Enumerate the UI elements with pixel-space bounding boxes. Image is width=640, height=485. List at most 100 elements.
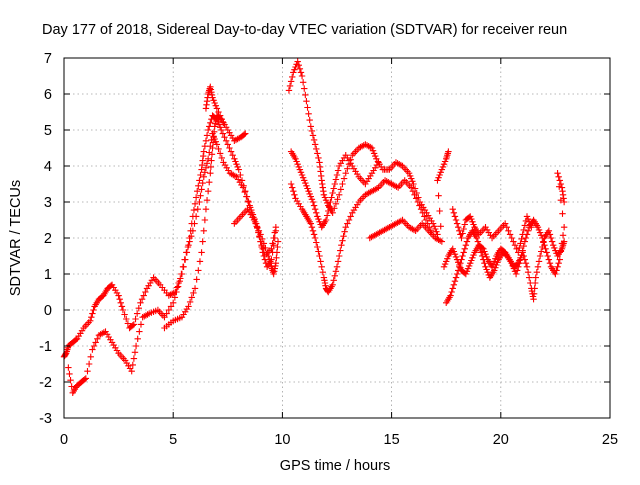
data-point bbox=[315, 154, 322, 162]
data-point bbox=[267, 260, 274, 267]
data-point bbox=[479, 252, 486, 260]
data-point bbox=[515, 249, 522, 256]
data-point bbox=[195, 267, 202, 274]
data-point bbox=[308, 127, 316, 135]
data-point bbox=[195, 182, 202, 189]
data-point bbox=[482, 263, 489, 270]
data-point bbox=[493, 261, 500, 269]
data-point bbox=[443, 258, 450, 265]
data-point bbox=[330, 185, 337, 192]
data-point bbox=[560, 198, 568, 206]
data-point bbox=[301, 177, 308, 184]
data-point bbox=[483, 253, 490, 261]
data-point bbox=[459, 252, 466, 260]
x-tick-label: 0 bbox=[60, 432, 68, 448]
data-point bbox=[90, 306, 97, 314]
data-point bbox=[135, 305, 143, 312]
data-point bbox=[523, 263, 531, 270]
data-point bbox=[328, 194, 335, 201]
series-track-k bbox=[449, 206, 535, 256]
data-point bbox=[429, 220, 437, 227]
data-point bbox=[181, 256, 188, 263]
data-point bbox=[534, 263, 542, 270]
data-point bbox=[314, 150, 321, 157]
series-track-g bbox=[287, 148, 382, 231]
data-point bbox=[461, 221, 468, 228]
data-point bbox=[430, 223, 438, 230]
data-point bbox=[437, 223, 444, 230]
y-tick-label: 4 bbox=[44, 159, 52, 175]
data-point bbox=[460, 225, 467, 233]
data-point bbox=[311, 141, 319, 148]
series-track-j bbox=[443, 170, 568, 306]
data-point bbox=[438, 238, 446, 245]
data-point bbox=[309, 227, 317, 234]
data-point bbox=[467, 260, 474, 267]
data-point bbox=[310, 231, 318, 238]
data-point bbox=[465, 262, 473, 270]
data-point bbox=[522, 260, 530, 267]
data-point bbox=[456, 263, 463, 270]
data-point bbox=[302, 179, 309, 187]
data-point bbox=[548, 238, 556, 245]
data-point bbox=[332, 176, 340, 183]
data-point bbox=[67, 377, 74, 384]
y-tick-label: -3 bbox=[39, 411, 52, 427]
data-point bbox=[509, 262, 517, 270]
data-point bbox=[520, 242, 527, 250]
data-point bbox=[330, 277, 337, 284]
data-point bbox=[171, 294, 179, 301]
data-point bbox=[323, 212, 331, 219]
data-point bbox=[470, 251, 477, 259]
data-point bbox=[259, 245, 266, 252]
data-point bbox=[242, 130, 249, 137]
data-point bbox=[329, 209, 336, 216]
data-point bbox=[190, 206, 198, 214]
data-point bbox=[132, 315, 139, 323]
data-point bbox=[322, 197, 330, 204]
data-point bbox=[305, 188, 312, 195]
data-point bbox=[513, 267, 521, 274]
data-point bbox=[524, 215, 532, 223]
data-point bbox=[546, 231, 554, 238]
data-point bbox=[449, 245, 456, 252]
data-point bbox=[424, 220, 431, 227]
data-point bbox=[121, 311, 128, 318]
data-point bbox=[333, 263, 341, 270]
data-point bbox=[197, 192, 204, 199]
data-point bbox=[461, 245, 468, 252]
data-point bbox=[273, 249, 281, 256]
data-point bbox=[119, 306, 127, 314]
data-point bbox=[218, 126, 225, 134]
data-point bbox=[450, 248, 458, 255]
y-tick-label: 5 bbox=[44, 123, 52, 139]
data-point bbox=[90, 342, 98, 350]
data-point bbox=[66, 370, 73, 378]
data-point bbox=[213, 141, 221, 148]
data-point bbox=[85, 360, 93, 368]
data-point bbox=[368, 144, 376, 152]
data-point bbox=[557, 180, 565, 188]
data-point bbox=[244, 197, 252, 205]
data-point bbox=[201, 216, 209, 224]
data-point bbox=[286, 82, 294, 90]
data-point bbox=[310, 202, 318, 209]
data-point bbox=[295, 163, 302, 171]
data-point bbox=[484, 269, 491, 276]
data-point bbox=[435, 174, 442, 181]
data-point bbox=[524, 227, 532, 234]
data-point bbox=[474, 238, 482, 245]
data-point bbox=[192, 194, 200, 201]
data-point bbox=[438, 166, 446, 173]
data-point bbox=[463, 238, 471, 245]
data-point bbox=[475, 242, 483, 249]
data-point bbox=[326, 203, 333, 210]
data-point bbox=[237, 171, 244, 179]
data-point bbox=[463, 268, 471, 275]
data-point bbox=[559, 210, 566, 217]
data-point bbox=[322, 216, 330, 224]
data-point bbox=[525, 218, 533, 225]
data-point bbox=[307, 220, 314, 227]
data-point bbox=[467, 213, 474, 220]
data-point bbox=[132, 342, 140, 350]
